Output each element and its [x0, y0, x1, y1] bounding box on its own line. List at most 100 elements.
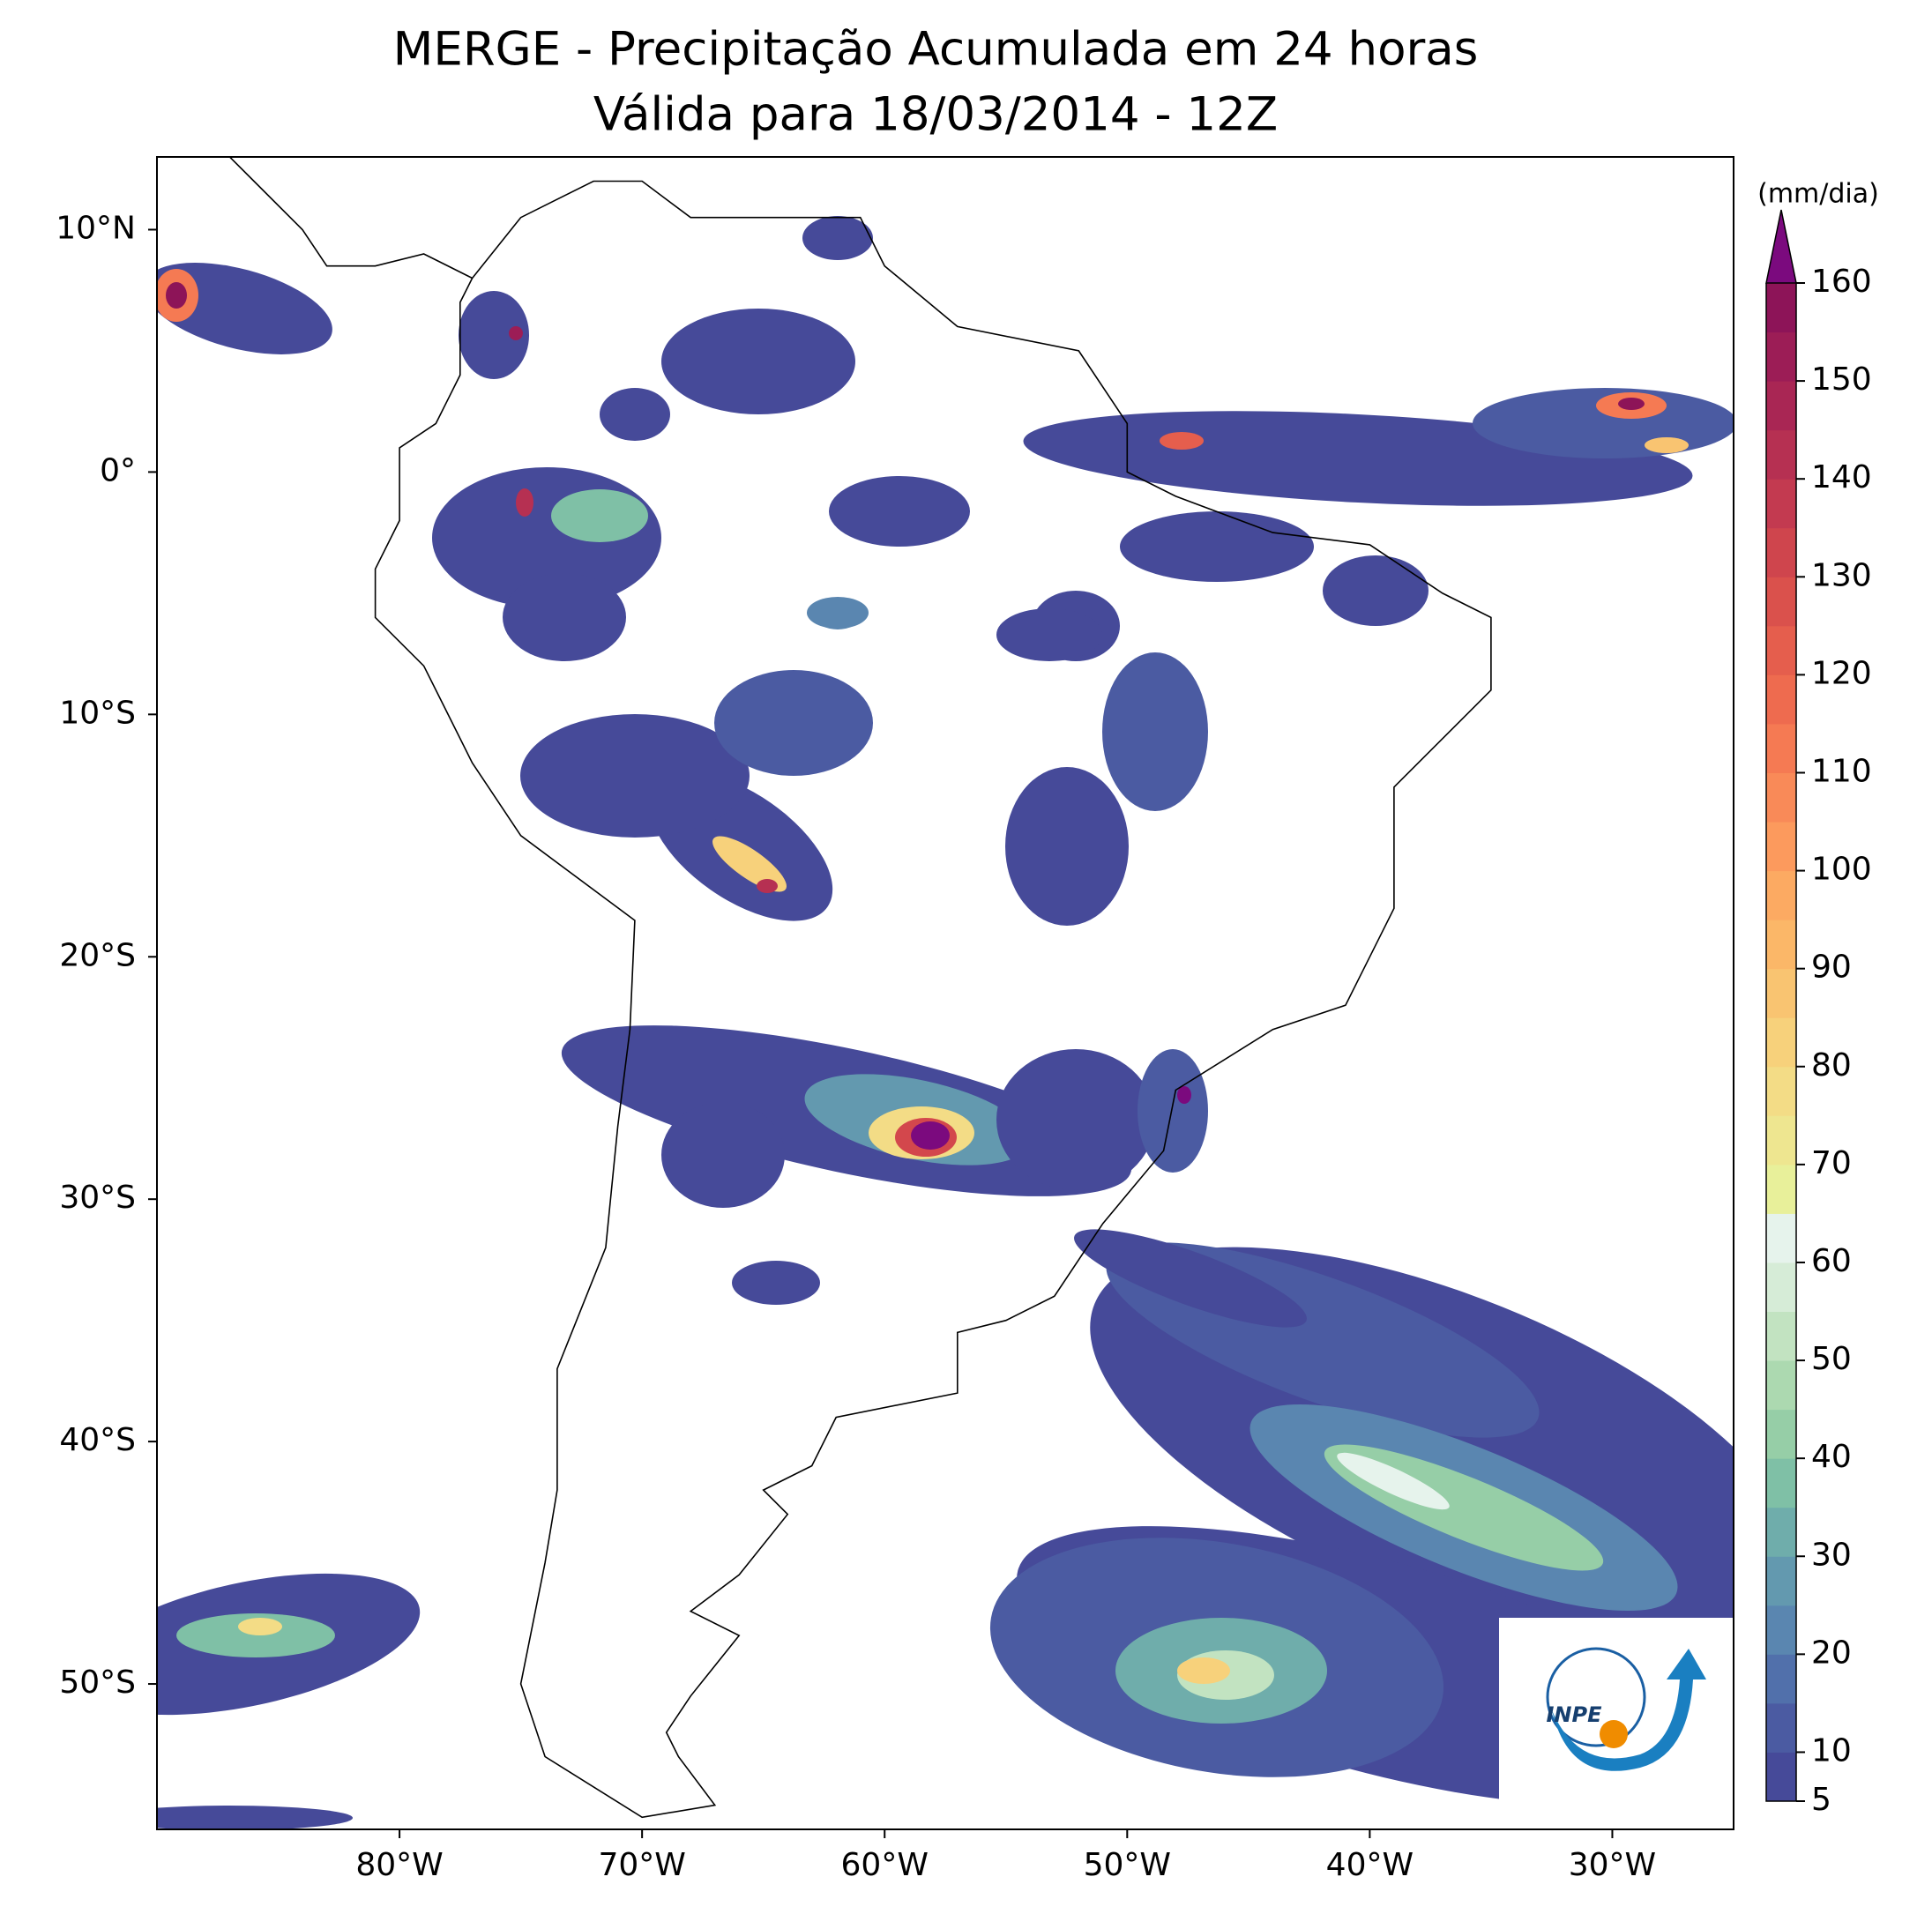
y-tick-label: 20°S	[59, 937, 136, 973]
colorbar-tick-label: 5	[1811, 1782, 1831, 1818]
colorbar-band	[1766, 625, 1796, 675]
rain-area	[1074, 1229, 1307, 1328]
axes: 80°W 70°W 60°W 50°W 40°W 30°W 10°N 0° 10°S 20°S 30…	[56, 210, 1656, 1883]
colorbar-tick-label: 70	[1811, 1145, 1852, 1181]
colorbar-band	[1766, 1311, 1796, 1361]
colorbar-band	[1766, 1752, 1796, 1802]
rain-area	[732, 1261, 820, 1305]
rain-area	[503, 573, 626, 661]
colorbar-tick-label: 160	[1811, 264, 1872, 300]
rain-area	[996, 608, 1102, 661]
colorbar-tick-label: 10	[1811, 1732, 1852, 1769]
colorbar-band	[1766, 772, 1796, 823]
rain-area	[600, 388, 670, 441]
colorbar-band	[1766, 822, 1796, 872]
rain-area	[757, 879, 778, 893]
rain-area	[996, 1049, 1155, 1190]
y-tick-label: 10°S	[59, 695, 136, 731]
rain-area	[1337, 1452, 1450, 1510]
colorbar-band	[1766, 283, 1796, 333]
rain-area	[802, 216, 873, 260]
y-tick-label: 30°S	[59, 1180, 136, 1216]
colorbar-band	[1766, 527, 1796, 577]
colorbar-band	[1766, 1262, 1796, 1313]
rain-area	[1138, 1049, 1208, 1173]
map-area: INPE	[157, 157, 1734, 1829]
rain-area	[1645, 437, 1689, 453]
colorbar-band	[1766, 429, 1796, 480]
logo-ring	[1546, 1647, 1646, 1747]
colorbar-tick-label: 140	[1811, 459, 1872, 495]
x-tick-label: 70°W	[598, 1847, 685, 1883]
colorbar-tick-label: 80	[1811, 1047, 1852, 1084]
colorbar-tick-label: 110	[1811, 753, 1872, 789]
colorbar-band	[1766, 1115, 1796, 1166]
colorbar-label: (mm/dia)	[1757, 179, 1879, 210]
rain-area	[1005, 767, 1129, 926]
logo: INPE	[1499, 1618, 1734, 1829]
colorbar-tick-label: 90	[1811, 950, 1852, 986]
title: MERGE - Precipitação Acumulada em 24 hor…	[393, 23, 1479, 77]
colorbar-band	[1766, 1213, 1796, 1263]
rain-area	[714, 670, 873, 776]
rain-area	[516, 488, 533, 517]
rain-area	[520, 714, 750, 838]
colorbar-tick-label: 150	[1811, 361, 1872, 398]
colorbar-tick-label: 120	[1811, 655, 1872, 691]
colorbar-band	[1766, 1360, 1796, 1411]
precipitation	[157, 216, 1734, 1829]
rain-area	[1323, 555, 1428, 626]
x-tick-label: 50°W	[1084, 1847, 1171, 1883]
map-frame	[156, 156, 1734, 1830]
colorbar-tick-label: 100	[1811, 852, 1872, 888]
colorbar-extension	[1765, 209, 1797, 284]
colorbar-tick-label: 130	[1811, 557, 1872, 593]
rain-area	[1177, 1657, 1230, 1684]
rain-area	[816, 605, 860, 629]
colorbar-band	[1766, 1066, 1796, 1116]
colorbar-tick-label: 40	[1811, 1439, 1852, 1475]
colorbar-band	[1766, 479, 1796, 529]
colorbar-band	[1766, 870, 1796, 920]
y-tick-label: 50°S	[59, 1665, 136, 1701]
logo-sun	[1600, 1720, 1628, 1748]
x-tick-label: 30°W	[1569, 1847, 1656, 1883]
colorbar-band	[1766, 577, 1796, 627]
colorbar-band	[1766, 920, 1796, 970]
colorbar: (mm/dia) 5 10 20 30 40 50 60 70 80 90 100 110 120 130…	[1757, 179, 1879, 1819]
subtitle: Válida para 18/03/2014 - 12Z	[593, 88, 1278, 142]
x-tick-label: 40°W	[1326, 1847, 1414, 1883]
colorbar-band	[1766, 1164, 1796, 1214]
logo-arrow	[1552, 1649, 1706, 1771]
rain-area	[911, 1121, 950, 1150]
rain-area	[661, 309, 855, 414]
x-tick-label: 60°W	[841, 1847, 929, 1883]
colorbar-band	[1766, 1017, 1796, 1068]
rain-area	[166, 282, 187, 309]
y-tick-label: 40°S	[59, 1422, 136, 1458]
rain-area	[829, 476, 970, 547]
rain-area	[1160, 432, 1204, 450]
colorbar-band	[1766, 331, 1796, 382]
colorbar-frame	[1765, 283, 1797, 1802]
colorbar-band	[1766, 1556, 1796, 1606]
rain-area	[661, 1102, 785, 1208]
colorbar-tick-label: 20	[1811, 1635, 1852, 1671]
rain-area	[551, 489, 648, 542]
colorbar-tick-label: 60	[1811, 1243, 1852, 1279]
colorbar-band	[1766, 968, 1796, 1018]
colorbar-band	[1766, 1507, 1796, 1557]
y-tick-label: 10°N	[56, 210, 136, 246]
coastline	[228, 157, 1492, 1819]
colorbar-tick-label: 50	[1811, 1341, 1852, 1377]
rain-area	[1120, 511, 1314, 582]
colorbar-band	[1766, 1458, 1796, 1508]
rain-area	[157, 1806, 353, 1829]
rain-area	[1102, 652, 1208, 811]
rain-area	[712, 836, 787, 892]
rain-area	[1618, 398, 1645, 410]
colorbar-tick-label: 30	[1811, 1537, 1852, 1573]
x-tick-label: 80°W	[355, 1847, 443, 1883]
rain-area	[176, 1613, 335, 1657]
